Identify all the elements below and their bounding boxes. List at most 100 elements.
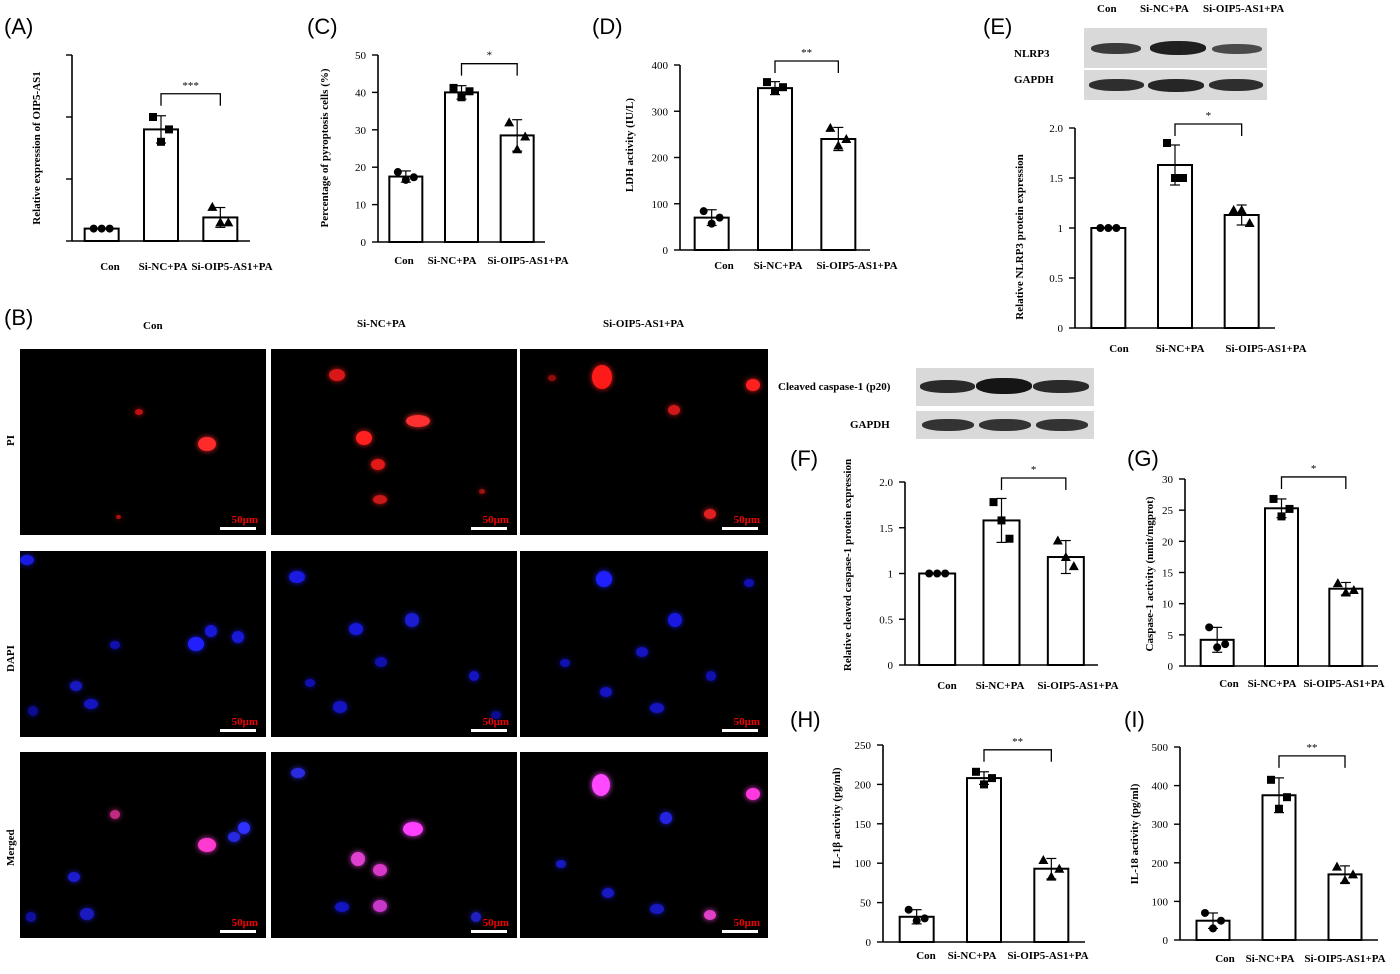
micrograph-dapi-0: 50μm [20, 551, 266, 737]
blot-f-caspase-strip [916, 368, 1094, 406]
cell-nucleus [84, 699, 98, 709]
cell-nucleus [135, 409, 143, 415]
blot-e-gapdh-strip [1084, 70, 1267, 100]
cell-nucleus [116, 515, 121, 519]
panel-label-a: (A) [4, 14, 34, 39]
x-category-label: Si-NC+PA [1246, 953, 1295, 965]
y-tick-label: 2.0 [879, 477, 893, 489]
y-tick-label: 1 [1058, 223, 1064, 235]
y-tick-label: 0.5 [879, 614, 893, 626]
data-point [779, 83, 787, 92]
cell-nucleus [600, 687, 612, 697]
cell-nucleus [668, 405, 680, 415]
cell-nucleus [650, 703, 664, 713]
x-category-label: Si-OIP5-AS1+PA [191, 261, 272, 273]
bar-1 [444, 91, 479, 244]
bar-2 [820, 138, 857, 251]
micrograph-dapi-2: 50μm [520, 551, 768, 737]
scale-bar [220, 930, 256, 933]
cell-nucleus [704, 509, 716, 519]
cell-nucleus [548, 375, 556, 381]
scale-bar-label: 50μm [231, 514, 258, 526]
blot-e-col-con: Con [1097, 3, 1117, 15]
panel-label-d: (D) [592, 14, 623, 39]
cell-nucleus [305, 679, 315, 687]
micrograph-merged-1: 50μm [271, 752, 517, 938]
blot-e-row-nlrp3: NLRP3 [1014, 48, 1050, 60]
cell-nucleus [232, 631, 244, 643]
data-point [1285, 504, 1294, 513]
blot-f-gapdh-strip [916, 411, 1094, 439]
significance-label: * [1206, 110, 1212, 122]
data-point [465, 87, 474, 96]
micrograph-merged-2: 50μm [520, 752, 768, 938]
data-point [512, 144, 523, 154]
y-tick-label: 0 [1163, 935, 1169, 947]
data-point [207, 201, 218, 211]
cell-nucleus [228, 832, 240, 842]
significance-bracket [774, 60, 839, 73]
y-tick-label: 15 [1162, 568, 1174, 580]
x-category-label: Si-NC+PA [1156, 343, 1205, 355]
data-point [1332, 861, 1342, 871]
data-point [1348, 869, 1358, 879]
cell-nucleus [110, 810, 120, 819]
cell-nucleus [26, 912, 36, 922]
x-category-label: Si-OIP5-AS1+PA [1304, 953, 1385, 965]
y-tick-label: 20 [1162, 536, 1174, 548]
x-category-label: Si-NC+PA [1248, 678, 1297, 690]
x-category-label: Si-OIP5-AS1+PA [1225, 343, 1306, 355]
x-category-label: Con [1219, 678, 1239, 690]
y-tick-label: 500 [1152, 742, 1169, 754]
y-tick-label: 1 [888, 569, 894, 581]
y-axis-label: Relative NLRP3 protein expression [1014, 154, 1026, 320]
cell-nucleus [373, 495, 387, 504]
data-point [504, 117, 515, 127]
y-tick-label: 100 [1152, 896, 1169, 908]
data-point [97, 224, 106, 233]
x-category-label: Si-NC+PA [428, 255, 477, 267]
data-point [105, 224, 114, 233]
y-tick-label: 200 [855, 779, 872, 791]
significance-bracket [460, 63, 518, 76]
blot-f-row-gapdh: GAPDH [850, 419, 890, 431]
data-point [1283, 793, 1291, 802]
cell-nucleus [469, 671, 479, 681]
cell-nucleus [479, 489, 485, 494]
scale-bar [722, 729, 758, 732]
scale-bar [220, 729, 256, 732]
bar-0 [918, 572, 957, 666]
data-point [1096, 224, 1105, 232]
y-tick-label: 0 [1168, 661, 1174, 673]
chart-i: 0 100 200 300 400 500 IL-18 activity (pg/ml) Co… [1129, 742, 1386, 965]
scale-bar-label: 50μm [733, 917, 760, 929]
data-point [393, 168, 402, 177]
y-tick-label: 100 [855, 858, 872, 870]
data-point [1171, 174, 1179, 182]
cell-nucleus [403, 822, 423, 836]
bar-2 [1223, 214, 1260, 329]
bar-1 [966, 777, 1002, 944]
bar-2 [1327, 873, 1363, 942]
scale-bar [722, 527, 758, 530]
data-point [1221, 640, 1230, 649]
cell-nucleus [560, 659, 570, 667]
data-point [1332, 578, 1343, 588]
panel-label-g: (G) [1127, 446, 1159, 471]
cell-nucleus [335, 902, 349, 912]
data-point [1348, 584, 1359, 594]
cell-nucleus [198, 437, 216, 451]
blot-e-nlrp3-strip [1084, 28, 1267, 68]
bar-0 [388, 175, 424, 243]
chart-h: 0 50 100 150 200 250 IL-1β activity (pg/ml) Con… [831, 736, 1089, 962]
data-point [771, 86, 779, 95]
x-category-label: Si-OIP5-AS1+PA [816, 260, 897, 272]
y-tick-label: 0 [1058, 323, 1064, 335]
data-point [825, 122, 836, 132]
bar-1 [1157, 164, 1193, 329]
cell-nucleus [650, 904, 664, 914]
x-category-label: Si-OIP5-AS1+PA [487, 255, 568, 267]
data-point [941, 569, 950, 578]
cell-nucleus [28, 706, 38, 716]
cell-nucleus [291, 768, 305, 778]
